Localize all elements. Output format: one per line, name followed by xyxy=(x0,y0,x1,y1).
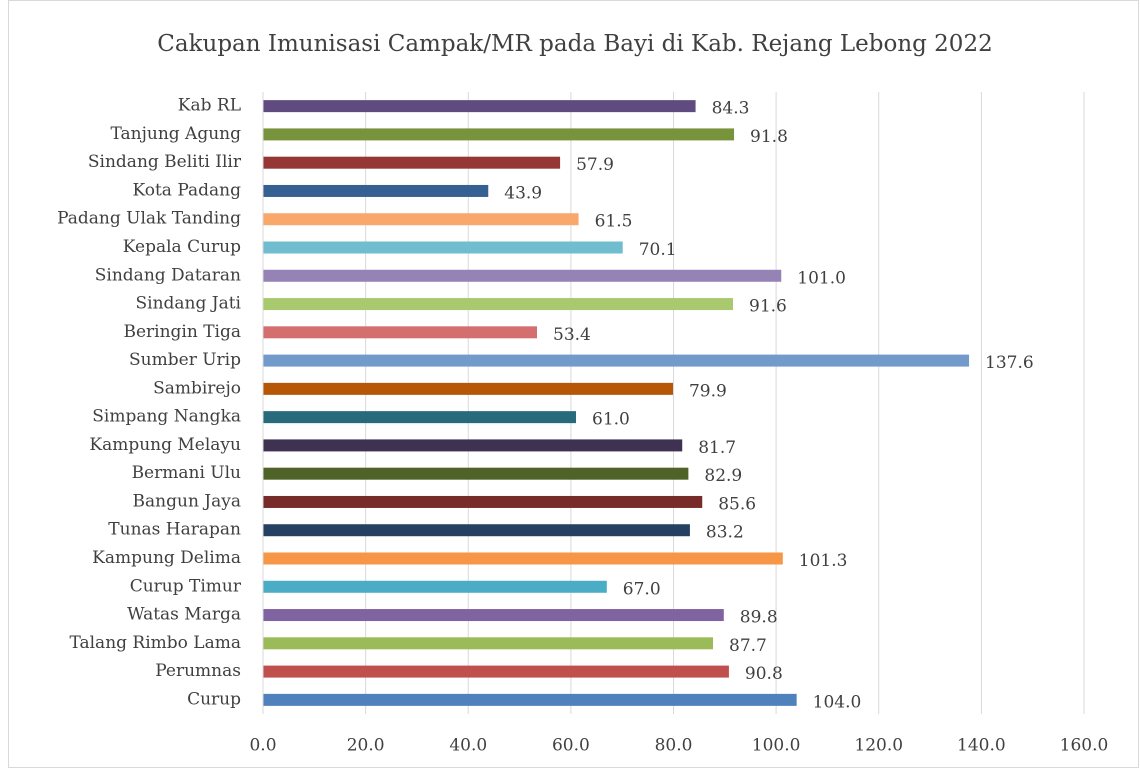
y-tick-label: Kota Padang xyxy=(132,180,241,200)
value-label: 61.0 xyxy=(592,410,630,430)
bar xyxy=(263,100,696,113)
x-tick-label: 120.0 xyxy=(854,736,903,756)
bar xyxy=(263,156,561,169)
y-tick-label: Kampung Delima xyxy=(92,548,241,568)
bar xyxy=(263,524,690,537)
y-tick-label: Sindang Jati xyxy=(135,294,241,314)
value-label: 101.3 xyxy=(799,551,848,571)
bar xyxy=(263,184,489,197)
chart-title: Cakupan Imunisasi Campak/MR pada Bayi di… xyxy=(157,31,992,57)
value-label: 67.0 xyxy=(623,579,661,599)
y-tick-label: Kampung Melayu xyxy=(89,435,241,455)
y-tick-label: Watas Marga xyxy=(127,605,241,625)
value-label: 57.9 xyxy=(576,155,614,175)
bar xyxy=(263,665,729,678)
value-label: 53.4 xyxy=(553,325,591,345)
value-label: 81.7 xyxy=(698,438,736,458)
bar xyxy=(263,269,782,282)
y-tick-label: Tanjung Agung xyxy=(111,124,242,144)
value-label: 82.9 xyxy=(704,466,742,486)
x-tick-label: 0.0 xyxy=(249,736,276,756)
x-tick-label: 160.0 xyxy=(1060,736,1109,756)
y-tick-label: Talang Rimbo Lama xyxy=(69,633,241,653)
y-tick-label: Sindang Dataran xyxy=(95,265,241,285)
y-tick-label: Beringin Tiga xyxy=(123,322,241,342)
value-label: 91.6 xyxy=(749,297,787,317)
y-tick-label: Bangun Jaya xyxy=(133,491,241,511)
value-label: 83.2 xyxy=(706,523,744,543)
bar xyxy=(263,241,623,254)
bar xyxy=(263,411,577,424)
value-label: 91.8 xyxy=(750,127,788,147)
x-tick-label: 100.0 xyxy=(752,736,801,756)
y-tick-label: Kab RL xyxy=(178,96,241,116)
value-label: 43.9 xyxy=(504,183,542,203)
y-tick-label: Padang Ulak Tanding xyxy=(57,209,241,229)
value-label: 87.7 xyxy=(729,636,767,656)
bar xyxy=(263,467,689,480)
bar xyxy=(263,552,783,565)
x-tick-label: 20.0 xyxy=(347,736,385,756)
value-label: 104.0 xyxy=(813,692,862,712)
y-tick-label: Curup xyxy=(187,689,241,709)
x-tick-label: 80.0 xyxy=(655,736,693,756)
bar xyxy=(263,580,607,593)
bar xyxy=(263,128,735,141)
y-tick-label: Tunas Harapan xyxy=(108,520,241,540)
value-label: 85.6 xyxy=(718,494,756,514)
bar xyxy=(263,637,714,650)
y-tick-label: Kepala Curup xyxy=(123,237,241,257)
x-tick-label: 140.0 xyxy=(957,736,1006,756)
y-tick-label: Sambirejo xyxy=(153,378,241,398)
value-label: 79.9 xyxy=(689,381,727,401)
y-tick-label: Sumber Urip xyxy=(129,350,241,370)
bar xyxy=(263,326,538,339)
bar xyxy=(263,382,673,395)
value-label: 84.3 xyxy=(712,99,750,119)
y-tick-label: Perumnas xyxy=(155,661,241,681)
bar xyxy=(263,609,724,622)
bar xyxy=(263,213,579,226)
bar xyxy=(263,298,734,311)
y-tick-label: Simpang Nangka xyxy=(92,407,241,427)
value-label: 137.6 xyxy=(985,353,1034,373)
bar xyxy=(263,495,703,508)
y-tick-label: Sindang Beliti Ilir xyxy=(88,152,242,172)
x-tick-label: 60.0 xyxy=(552,736,590,756)
value-label: 61.5 xyxy=(595,212,633,232)
bar xyxy=(263,354,970,367)
y-tick-label: Curup Timur xyxy=(130,576,242,596)
bar xyxy=(263,693,797,706)
value-label: 70.1 xyxy=(639,240,677,260)
x-tick-label: 40.0 xyxy=(449,736,487,756)
bar xyxy=(263,439,683,452)
value-label: 90.8 xyxy=(745,664,783,684)
y-tick-label: Bermani Ulu xyxy=(132,463,241,483)
value-label: 89.8 xyxy=(740,608,778,628)
value-label: 101.0 xyxy=(797,268,846,288)
